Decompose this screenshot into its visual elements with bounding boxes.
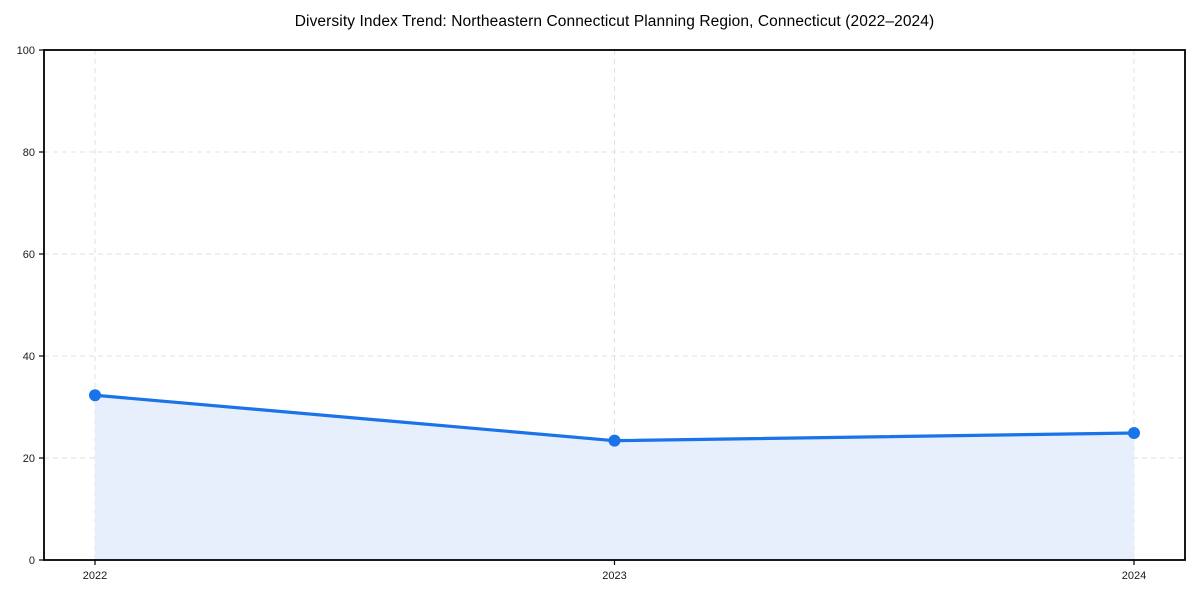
data-point-2022	[89, 389, 101, 402]
y-tick-label: 60	[23, 249, 35, 261]
y-tick-label: 20	[23, 453, 35, 465]
chart-title: Diversity Index Trend: Northeastern Conn…	[294, 13, 935, 30]
area-fill	[95, 395, 1134, 560]
data-point-2023	[608, 434, 621, 447]
y-tick-label: 100	[17, 45, 35, 57]
x-tick-label: 2022	[83, 570, 107, 582]
data-point-2024	[1128, 427, 1140, 440]
x-tick-label: 2023	[602, 570, 626, 582]
y-tick-label: 0	[29, 555, 35, 567]
y-tick-label: 40	[23, 351, 35, 363]
y-tick-label: 80	[23, 147, 35, 159]
x-tick-label: 2024	[1122, 570, 1146, 582]
